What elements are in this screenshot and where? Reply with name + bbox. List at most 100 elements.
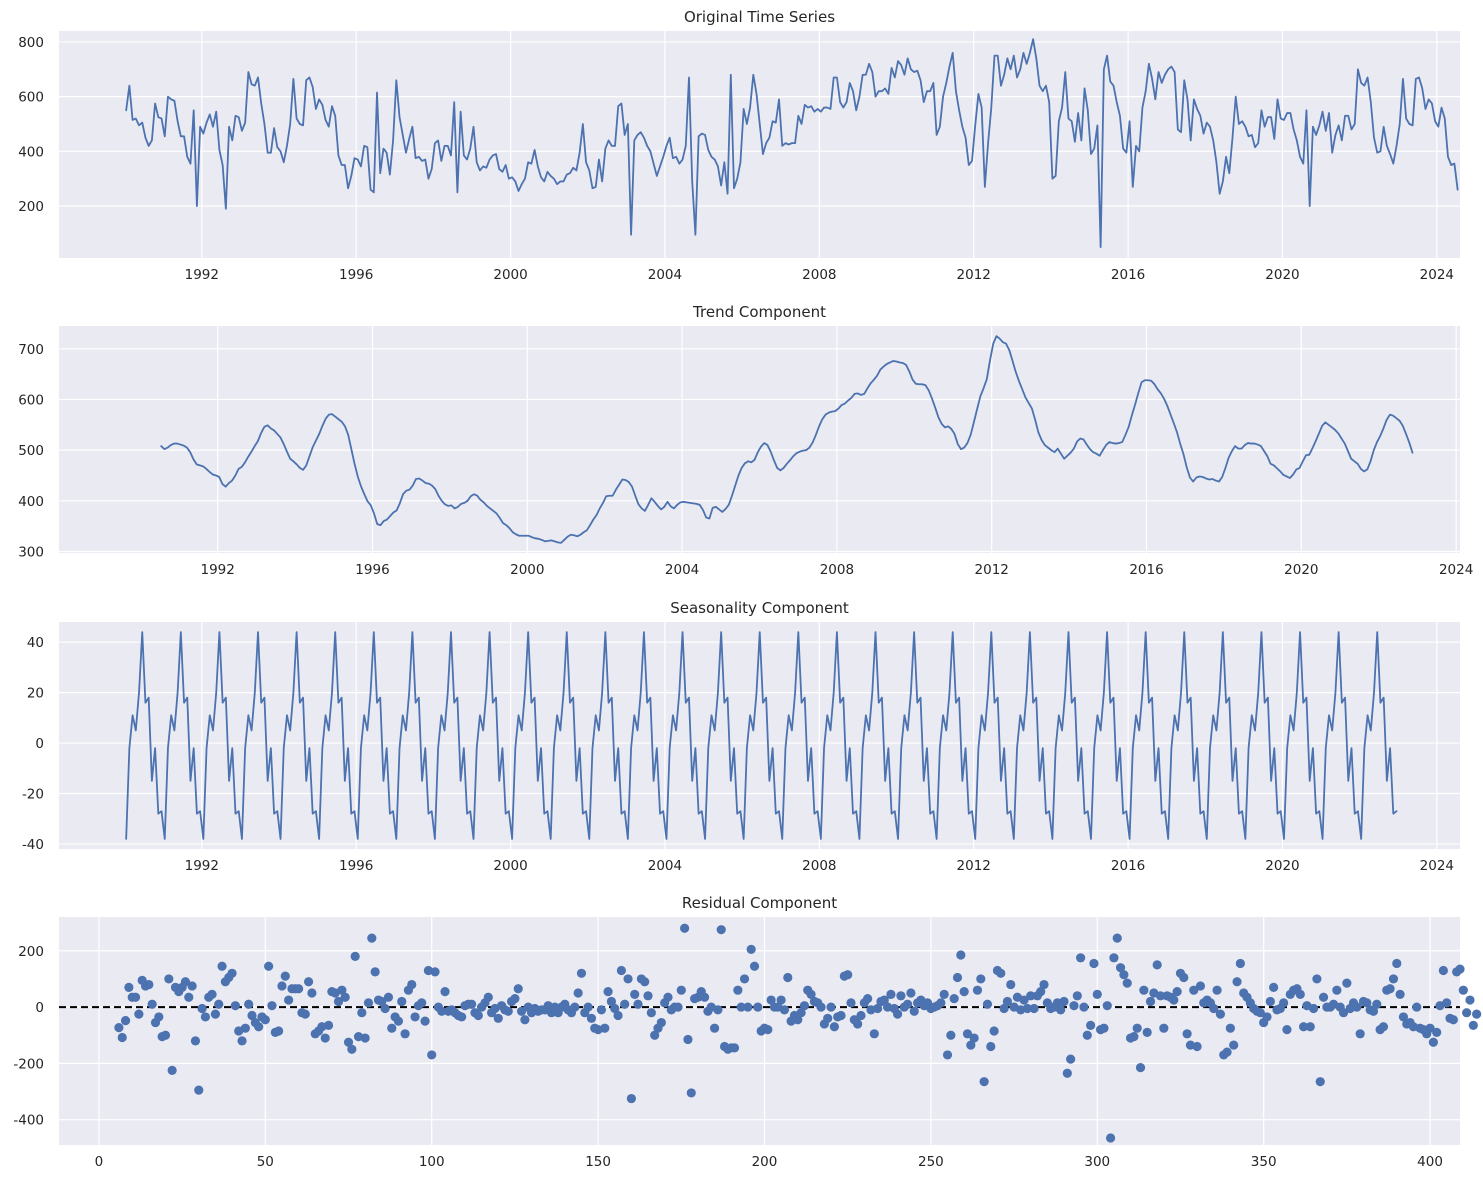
original-x-tick-label: 2024: [1420, 267, 1454, 283]
seasonality-title: Seasonality Component: [670, 599, 849, 617]
trend-panel: Trend Component 1992 1996 2000 2004 2008 2012 2…: [18, 303, 1473, 578]
residual-point: [1029, 1003, 1039, 1014]
residual-point: [207, 989, 217, 1000]
residual-point: [746, 944, 756, 954]
residual-point: [1232, 977, 1242, 987]
residual-point: [749, 961, 760, 971]
residual-point: [1229, 1040, 1239, 1050]
residual-point: [1472, 1009, 1482, 1019]
residual-point: [1255, 1008, 1265, 1018]
residual-point: [1059, 996, 1069, 1007]
residual-point: [267, 1001, 277, 1011]
residual-x-tick-label: 400: [1417, 1154, 1443, 1170]
residual-point: [307, 988, 317, 998]
residual-point: [886, 989, 896, 1000]
residual-point: [793, 1015, 803, 1025]
residual-point: [1269, 982, 1279, 992]
residual-point: [167, 1065, 177, 1076]
original-y-tick-label: 600: [18, 90, 44, 106]
residual-point: [1155, 991, 1166, 1001]
residual-point: [1089, 958, 1099, 969]
residual-point: [869, 1029, 879, 1039]
residual-point: [996, 968, 1006, 978]
residual-point: [573, 988, 583, 998]
residual-point: [863, 994, 873, 1004]
residual-point: [843, 970, 853, 980]
residual-point: [277, 981, 287, 991]
residual-point: [1019, 995, 1029, 1005]
residual-point: [1215, 1009, 1225, 1019]
residual-point: [1342, 978, 1352, 988]
residual-point: [1102, 1001, 1112, 1011]
residual-point: [1006, 979, 1016, 990]
residual-point: [1209, 1003, 1219, 1014]
trend-x-tick-label: 1992: [200, 562, 234, 578]
seasonality-series-line: [125, 631, 1398, 840]
residual-point: [610, 1003, 620, 1014]
original-x-tick-label: 2000: [493, 267, 527, 283]
trend-series-line: [160, 335, 1414, 544]
residual-point: [360, 1033, 370, 1043]
residual-point: [583, 1002, 593, 1012]
residual-point: [946, 1030, 956, 1040]
residual-point: [473, 1010, 483, 1021]
residual-point: [1192, 1041, 1202, 1052]
residual-point: [347, 1044, 357, 1054]
residual-x-tick-label: 350: [1251, 1154, 1277, 1170]
residual-point: [483, 992, 493, 1002]
residual-point: [1182, 1029, 1192, 1039]
residual-x-tick-label: 250: [918, 1154, 944, 1170]
residual-point: [1002, 996, 1013, 1007]
residual-point: [343, 1037, 354, 1047]
residual-point: [247, 1010, 257, 1021]
residual-point: [1262, 1012, 1272, 1022]
residual-point: [1315, 1077, 1325, 1087]
residual-point: [144, 979, 154, 990]
trend-x-tick-label: 1996: [355, 562, 389, 578]
residual-point: [1305, 1022, 1315, 1032]
trend-title: Trend Component: [692, 303, 826, 321]
residual-point: [1362, 998, 1372, 1008]
residual-point: [733, 985, 743, 995]
residual-point: [417, 998, 427, 1008]
residual-point: [1438, 965, 1448, 976]
residual-point: [656, 1017, 666, 1028]
residual-point: [630, 989, 640, 1000]
residual-point: [217, 961, 227, 971]
residual-point: [337, 985, 347, 995]
residual-point: [936, 998, 946, 1008]
residual-point: [640, 977, 650, 987]
residual-point: [1179, 972, 1189, 983]
original-plot-area: [59, 31, 1460, 258]
residual-point: [1139, 985, 1149, 995]
residual-point: [1395, 989, 1405, 1000]
residual-point: [952, 972, 963, 983]
residual-point: [763, 1024, 773, 1035]
residual-point: [467, 999, 477, 1009]
residual-panel: Residual Component 0 50 100 150 200 250 300 350 4…: [13, 894, 1482, 1170]
residual-point: [210, 1009, 221, 1019]
residual-point: [909, 1006, 919, 1016]
residual-point: [853, 1019, 863, 1029]
residual-point: [1392, 958, 1402, 969]
trend-x-tick-label: 2020: [1284, 562, 1318, 578]
residual-y-tick-label: 0: [35, 1000, 44, 1016]
residual-point: [1082, 1030, 1092, 1040]
residual-point: [427, 1050, 437, 1060]
residual-point: [383, 992, 394, 1002]
residual-x-tick-label: 100: [419, 1154, 445, 1170]
residual-point: [513, 984, 523, 994]
residual-point: [340, 992, 350, 1002]
residual-point: [643, 991, 653, 1001]
residual-point: [244, 999, 254, 1009]
residual-point: [367, 933, 377, 943]
residual-point: [184, 992, 194, 1002]
residual-point: [1105, 1133, 1116, 1143]
trend-y-tick-label: 300: [18, 544, 44, 560]
residual-point: [1388, 974, 1399, 984]
residual-point: [902, 999, 913, 1009]
trend-x-tick-label: 2012: [975, 562, 1009, 578]
residual-point: [1428, 1037, 1438, 1047]
residual-point: [1235, 958, 1245, 969]
residual-point: [949, 994, 959, 1004]
